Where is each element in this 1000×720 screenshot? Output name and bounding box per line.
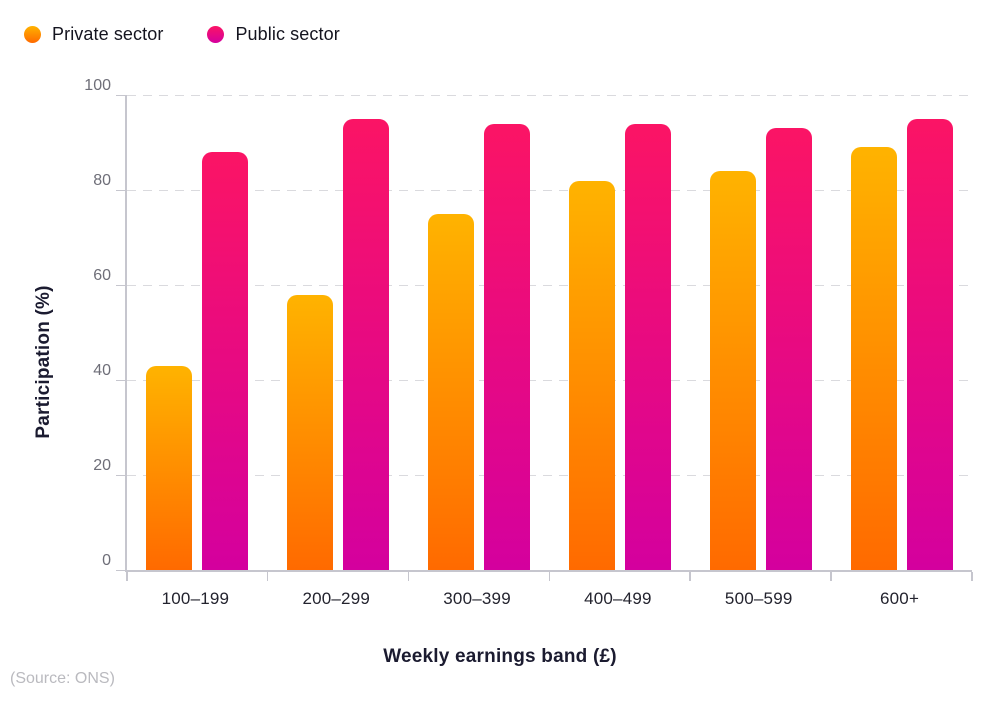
x-tick-mark	[407, 572, 410, 581]
legend-label: Private sector	[52, 24, 164, 44]
y-tick-mark	[116, 569, 125, 571]
bar-series-container	[127, 95, 972, 570]
y-tick-label: 80	[93, 172, 111, 189]
gridline	[127, 380, 972, 381]
bar-public-sector	[906, 118, 953, 570]
bar-group-600	[831, 95, 972, 570]
x-tick-mark	[971, 572, 973, 581]
bar-public-sector	[765, 128, 812, 570]
bar-public-sector	[343, 118, 390, 570]
gridline	[127, 190, 972, 191]
x-tick-mark	[830, 572, 832, 581]
x-tick-label: 500–599	[724, 589, 793, 608]
gridline	[127, 95, 972, 96]
bar-group-300-399	[409, 95, 550, 570]
y-axis-title: Participation (%)	[33, 285, 54, 439]
legend-label: Public sector	[235, 24, 340, 44]
bar-group-200-299	[268, 95, 409, 570]
bar-group-100-199	[127, 95, 268, 570]
x-axis-title: Weekly earnings band (£)	[383, 646, 617, 667]
y-tick-mark	[116, 284, 125, 286]
gridline	[127, 475, 972, 476]
bar-public-sector	[202, 152, 249, 570]
bar-public-sector	[624, 123, 671, 570]
plot-area: 0 20 40 60 80 100	[84, 77, 973, 581]
y-tick-mark	[116, 474, 125, 476]
y-tick-label: 60	[93, 267, 111, 284]
x-tick-mark	[266, 572, 269, 581]
x-tick-mark	[126, 572, 128, 581]
x-tick-label: 600+	[880, 589, 920, 608]
bar-private-sector	[146, 365, 193, 570]
y-tick-mark	[116, 379, 125, 381]
bar-group-400-499	[549, 95, 690, 570]
bar-private-sector	[709, 171, 756, 570]
gridline	[127, 285, 972, 286]
bar-group-500-599	[690, 95, 831, 570]
y-tick-mark	[116, 94, 125, 96]
bar-public-sector	[484, 123, 531, 570]
x-tick-label: 400–499	[584, 589, 652, 608]
bar-private-sector	[287, 294, 334, 570]
y-tick-label: 20	[93, 457, 111, 474]
y-tick-label: 100	[84, 77, 111, 94]
legend-dot-icon	[24, 26, 41, 43]
legend-item-private-sector: Private sector	[24, 24, 163, 45]
bar-private-sector	[850, 147, 897, 570]
x-tick-mark	[689, 572, 691, 581]
bar-private-sector	[428, 213, 475, 570]
x-tick-mark	[548, 572, 550, 581]
x-tick-label: 300–399	[443, 589, 511, 608]
x-tick-label: 200–299	[302, 589, 371, 608]
legend-item-public-sector: Public sector	[207, 24, 340, 45]
source-note: (Source: ONS)	[10, 670, 115, 687]
legend-dot-icon	[207, 26, 225, 43]
bar-private-sector	[568, 180, 615, 570]
legend: Private sector Public sector	[24, 24, 340, 45]
y-tick-label: 40	[93, 362, 111, 379]
y-tick-mark	[116, 189, 125, 191]
x-axis-tick-labels: 100–199 200–299 300–399 400–499 500–599 600+	[125, 589, 970, 609]
x-tick-label: 100–199	[161, 589, 230, 608]
y-tick-label: 0	[102, 552, 111, 569]
